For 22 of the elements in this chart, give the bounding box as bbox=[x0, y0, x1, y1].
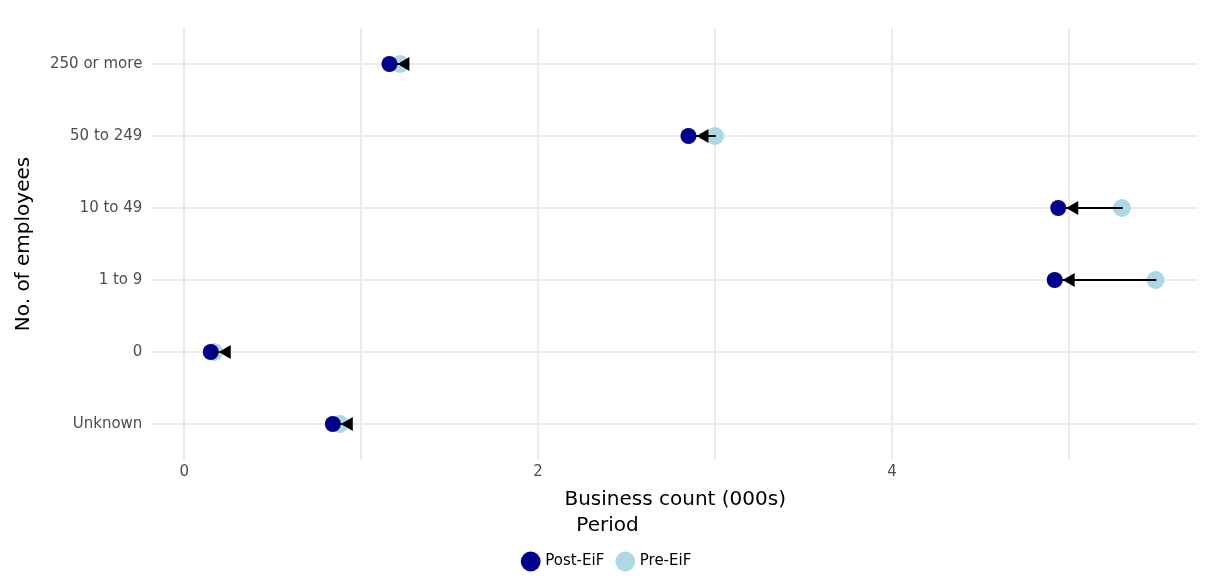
y-tick-label: Unknown bbox=[72, 413, 143, 432]
y-tick-label: 1 to 9 bbox=[98, 269, 143, 288]
point bbox=[381, 56, 398, 72]
y-tick-label: 0 bbox=[132, 341, 143, 360]
y-tick-label: 10 to 49 bbox=[79, 197, 143, 216]
y-axis-title: No. of employees bbox=[10, 156, 35, 332]
x-tick-label: 0 bbox=[179, 461, 189, 480]
point bbox=[202, 344, 219, 360]
x-tick-label: 4 bbox=[887, 461, 897, 480]
point bbox=[324, 416, 341, 432]
point bbox=[1112, 199, 1131, 217]
point bbox=[1046, 272, 1063, 288]
y-tick-label: 50 to 249 bbox=[70, 125, 143, 144]
legend-label: Post-EiF bbox=[545, 551, 605, 570]
y-tick-label: 250 or more bbox=[49, 53, 143, 72]
legend-title: Period bbox=[576, 512, 639, 537]
point bbox=[1146, 271, 1165, 289]
point bbox=[680, 128, 697, 144]
x-tick-label: 2 bbox=[533, 461, 543, 480]
point bbox=[1050, 200, 1067, 216]
x-axis-title: Business count (000s) bbox=[564, 486, 786, 511]
legend-label: Pre-EiF bbox=[639, 551, 692, 570]
